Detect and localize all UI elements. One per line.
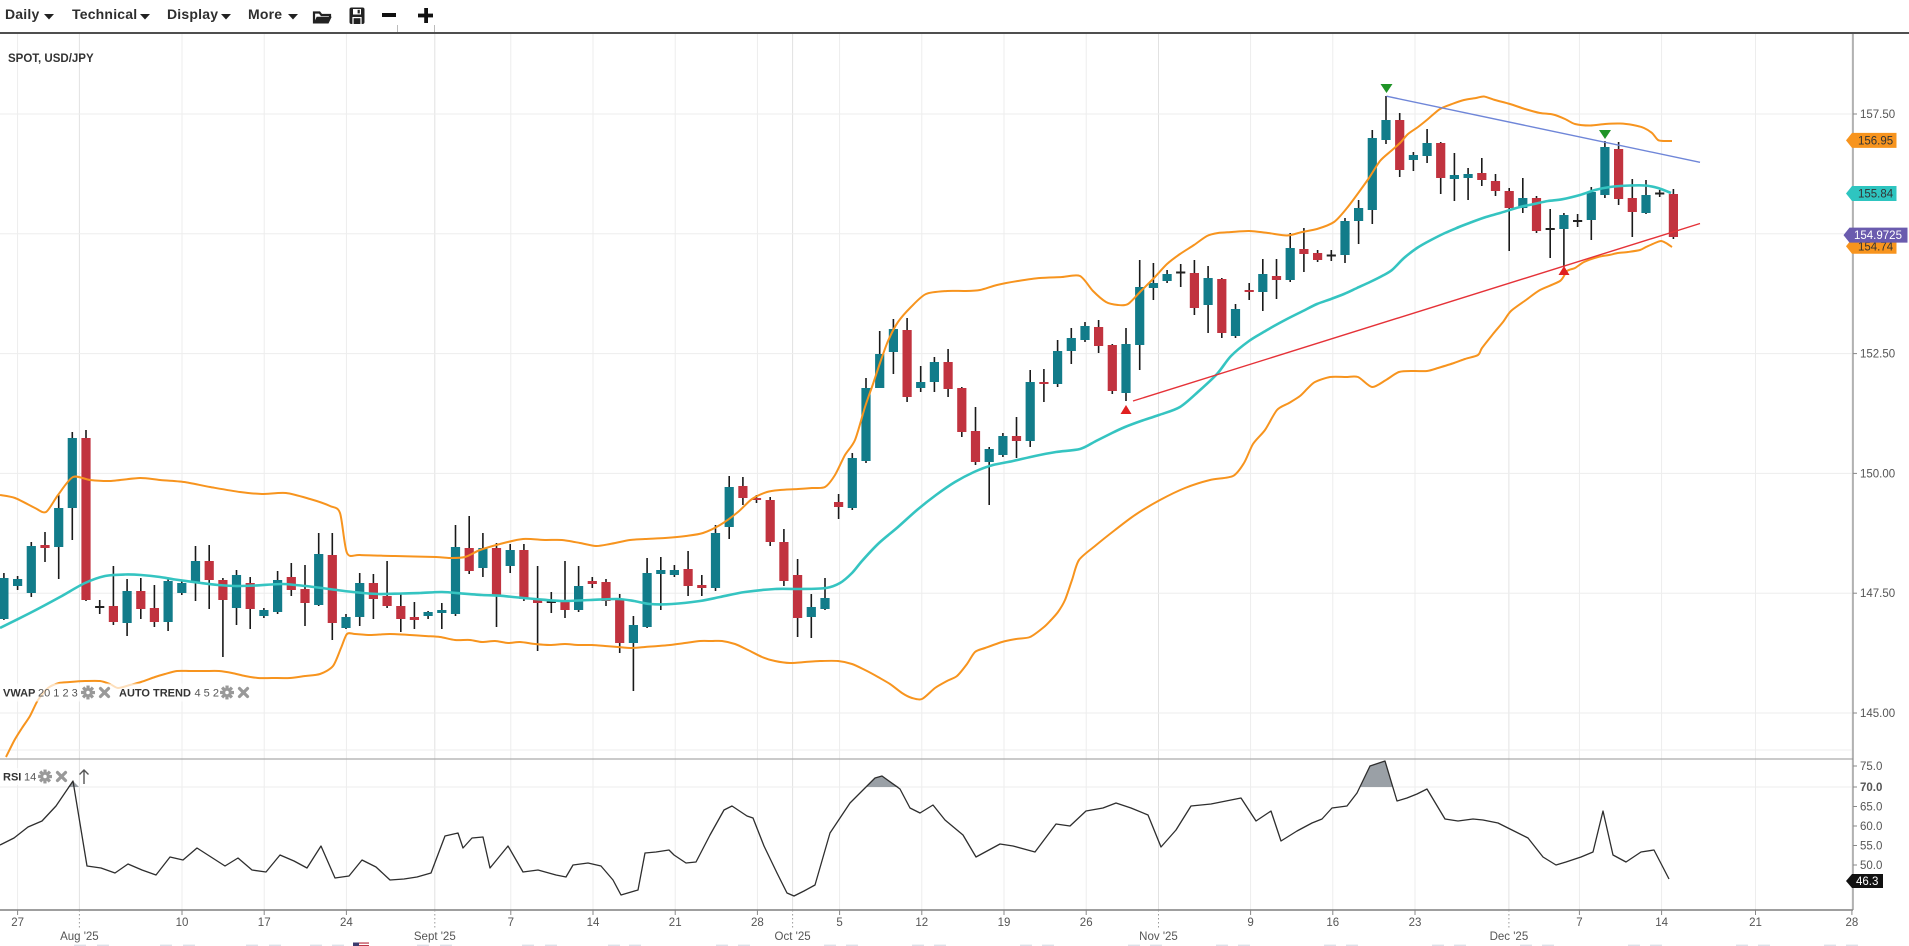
svg-text:12: 12 (915, 917, 928, 929)
svg-text:SPOT, USD/JPY: SPOT, USD/JPY (8, 53, 94, 65)
svg-text:AUTO TREND: AUTO TREND (119, 688, 191, 700)
svg-text:16: 16 (1326, 917, 1339, 929)
svg-text:VWAP: VWAP (3, 688, 35, 700)
svg-text:4 5 2: 4 5 2 (195, 688, 219, 700)
svg-text:147.50: 147.50 (1860, 588, 1895, 600)
svg-text:7: 7 (1576, 917, 1582, 929)
svg-text:5: 5 (836, 917, 842, 929)
svg-text:Dec '25: Dec '25 (1490, 931, 1529, 943)
svg-text:Sept '25: Sept '25 (414, 931, 456, 943)
svg-text:50.0: 50.0 (1860, 860, 1882, 872)
svg-text:9: 9 (1247, 917, 1253, 929)
svg-text:19: 19 (998, 917, 1011, 929)
svg-text:Aug '25: Aug '25 (60, 931, 99, 943)
svg-text:21: 21 (669, 917, 682, 929)
svg-text:46.3: 46.3 (1856, 876, 1878, 888)
svg-text:14: 14 (1655, 917, 1668, 929)
svg-text:26: 26 (1080, 917, 1093, 929)
svg-text:Nov '25: Nov '25 (1139, 931, 1178, 943)
svg-text:155.84: 155.84 (1858, 189, 1894, 201)
svg-text:156.95: 156.95 (1858, 135, 1893, 147)
svg-text:7: 7 (508, 917, 514, 929)
svg-text:145.00: 145.00 (1860, 708, 1895, 720)
svg-text:21: 21 (1749, 917, 1762, 929)
svg-text:70.0: 70.0 (1860, 782, 1882, 794)
svg-text:150.00: 150.00 (1860, 468, 1895, 480)
svg-text:60.0: 60.0 (1860, 821, 1882, 833)
svg-text:14: 14 (587, 917, 600, 929)
svg-text:28: 28 (1846, 917, 1859, 929)
svg-text:10: 10 (176, 917, 189, 929)
svg-text:65.0: 65.0 (1860, 802, 1882, 814)
svg-text:154.74: 154.74 (1858, 241, 1894, 253)
svg-text:23: 23 (1409, 917, 1422, 929)
svg-text:24: 24 (340, 917, 353, 929)
svg-text:27: 27 (11, 917, 24, 929)
svg-text:75.0: 75.0 (1860, 761, 1882, 773)
svg-text:Oct '25: Oct '25 (775, 931, 811, 943)
svg-text:14: 14 (24, 772, 36, 784)
svg-text:20 1 2 3: 20 1 2 3 (38, 688, 78, 700)
svg-text:28: 28 (751, 917, 764, 929)
svg-text:17: 17 (258, 917, 271, 929)
svg-text:157.50: 157.50 (1860, 109, 1895, 121)
svg-text:154.9725: 154.9725 (1854, 230, 1902, 242)
svg-text:RSI: RSI (3, 772, 21, 784)
svg-text:55.0: 55.0 (1860, 841, 1882, 853)
svg-text:152.50: 152.50 (1860, 349, 1895, 361)
